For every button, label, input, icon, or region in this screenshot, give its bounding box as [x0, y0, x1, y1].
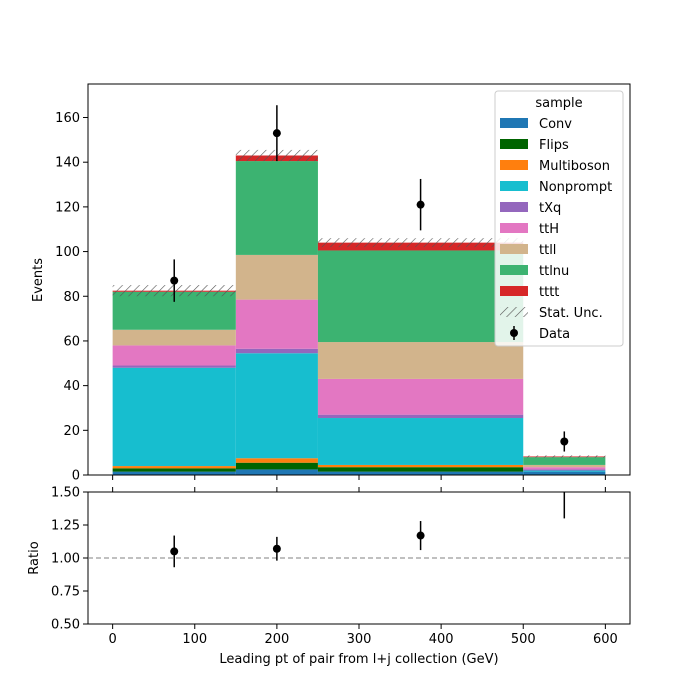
legend-label-tttt: tttt	[539, 285, 559, 300]
ratio-y-tick-label-0: 0.50	[51, 618, 80, 633]
legend-swatch-ttll	[500, 244, 528, 254]
ratio-y-tick-label-4: 1.50	[51, 486, 80, 501]
legend-title: sample	[535, 96, 582, 111]
y-axis-label: Events	[31, 258, 46, 302]
bar-nonprompt-bin-0	[112, 367, 236, 467]
data-point-0	[170, 276, 179, 285]
main-y-tick-label-4: 80	[63, 290, 80, 305]
bar-ttll-bin-3	[523, 464, 606, 468]
bar-conv-bin-2	[317, 471, 524, 475]
bar-conv-bin-3	[523, 471, 606, 475]
legend-label-tth: ttH	[539, 222, 559, 237]
bar-nonprompt-bin-1	[235, 353, 318, 459]
legend-label-conv: Conv	[539, 117, 572, 132]
main-y-tick-label-7: 140	[55, 156, 80, 171]
legend-label-nonprompt: Nonprompt	[539, 180, 612, 195]
bar-tth-bin-2	[317, 378, 524, 415]
ratio-x-tick-label-3: 300	[347, 632, 372, 647]
ratio-y-ticks: 0.50 0.75 1.00 1.25 1.50	[51, 486, 88, 633]
ratio-y-tick-label-1: 0.75	[51, 585, 80, 600]
bar-ttlnu-bin-3	[523, 457, 606, 465]
bar-ttll-bin-1	[235, 254, 318, 300]
main-y-tick-label-2: 40	[63, 379, 80, 394]
legend-box	[494, 90, 624, 347]
bar-conv-bin-1	[235, 469, 318, 475]
data-point-1	[272, 129, 281, 138]
bar-txq-bin-2	[317, 414, 524, 419]
x-axis-label: Leading pt of pair from l+j collection (…	[219, 652, 498, 667]
legend-swatch-txq	[500, 202, 528, 212]
bar-flips-bin-0	[112, 468, 236, 472]
ratio-x-tick-label-0: 0	[108, 632, 116, 647]
legend-swatch-conv	[500, 118, 528, 128]
bar-multiboson-bin-0	[112, 466, 236, 469]
ratio-x-tick-label-1: 100	[182, 632, 207, 647]
legend: sample Conv Flips Multiboson Nonprompt tXq tt…	[494, 90, 624, 347]
ratio-point-1	[272, 544, 281, 553]
bar-ttll-bin-2	[317, 342, 524, 379]
main-y-tick-label-8: 160	[55, 111, 80, 126]
ratio-y-tick-label-3: 1.25	[51, 519, 80, 534]
legend-swatch-multiboson	[500, 160, 528, 170]
legend-label-multiboson: Multiboson	[539, 159, 610, 174]
bar-txq-bin-0	[112, 365, 236, 368]
bar-multiboson-bin-1	[235, 458, 318, 463]
data-point-2	[416, 200, 425, 209]
legend-label-flips: Flips	[539, 138, 569, 153]
ratio-points	[88, 492, 630, 568]
ratio-x-tick-label-6: 600	[593, 632, 618, 647]
ratio-x-tick-label-2: 200	[264, 632, 289, 647]
bar-flips-bin-2	[317, 467, 524, 472]
legend-label-ttlnu: ttlnu	[539, 264, 569, 279]
bar-tth-bin-0	[112, 345, 236, 366]
bar-txq-bin-3	[523, 469, 606, 471]
ratio-point-0	[170, 547, 179, 556]
legend-label-ttll: ttll	[539, 243, 556, 258]
main-y-tick-label-6: 120	[55, 200, 80, 215]
main-y-tick-label-0: 0	[72, 469, 80, 484]
ratio-y-tick-label-2: 1.00	[51, 552, 80, 567]
main-y-tick-label-3: 60	[63, 334, 80, 349]
legend-marker-data	[510, 329, 518, 337]
legend-label-txq: tXq	[539, 201, 561, 216]
legend-swatch-nonprompt	[500, 181, 528, 191]
ratio-point-2	[416, 531, 425, 540]
stat-unc-band-bin-2	[317, 238, 524, 248]
bar-ttll-bin-0	[112, 329, 236, 346]
legend-swatch-flips	[500, 139, 528, 149]
bar-ttlnu-bin-2	[317, 250, 524, 343]
legend-swatch-ttlnu	[500, 265, 528, 275]
data-points	[170, 105, 569, 452]
bar-txq-bin-1	[235, 348, 318, 354]
main-x-ticks	[112, 475, 606, 480]
stat-unc-band-bin-3	[523, 455, 606, 458]
stacked-bars	[112, 155, 606, 475]
main-y-tick-label-1: 20	[63, 424, 80, 439]
main-y-ticks: 0 20 40 60 80 100 120 140 160	[55, 111, 88, 484]
bar-tth-bin-1	[235, 299, 318, 349]
bar-tth-bin-3	[523, 467, 606, 470]
bar-multiboson-bin-2	[317, 464, 524, 468]
legend-swatch-stat-unc	[500, 307, 528, 317]
legend-swatch-tttt	[500, 286, 528, 296]
ratio-x-ticks: 0 100 200 300 400 500 600	[108, 487, 618, 647]
main-y-tick-label-5: 100	[55, 245, 80, 260]
bar-nonprompt-bin-2	[317, 418, 524, 465]
ratio-x-tick-label-5: 500	[511, 632, 536, 647]
ratio-axis-label: Ratio	[27, 541, 42, 574]
legend-swatch-tth	[500, 223, 528, 233]
bar-conv-bin-0	[112, 471, 236, 475]
legend-label-data: Data	[539, 327, 570, 342]
data-point-3	[560, 437, 569, 446]
legend-label-stat-unc: Stat. Unc.	[539, 306, 603, 321]
bar-nonprompt-bin-3	[523, 470, 606, 472]
bar-flips-bin-1	[235, 462, 318, 470]
bar-ttlnu-bin-1	[235, 161, 318, 255]
ratio-x-tick-label-4: 400	[429, 632, 454, 647]
